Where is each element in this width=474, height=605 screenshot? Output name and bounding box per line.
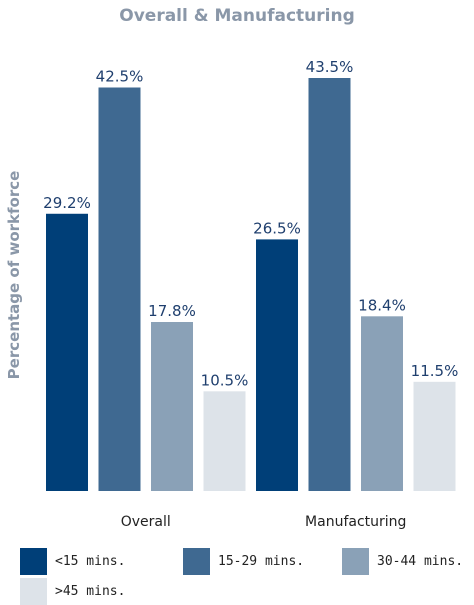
data-label-0-0: 29.2% xyxy=(43,194,91,212)
plot-area: 29.2% 42.5% 17.8% 10.5% Overall 26.5% 43.5% 18.… xyxy=(43,58,459,530)
chart-title: Overall & Manufacturing xyxy=(119,6,355,26)
bar-0-1 xyxy=(98,87,141,491)
data-label-1-3: 11.5% xyxy=(411,362,459,380)
bar-1-2 xyxy=(361,316,403,491)
legend-item-1: 15-29 mins. xyxy=(183,547,305,575)
data-label-1-1: 43.5% xyxy=(306,58,354,76)
x-tick-label-1: Manufacturing xyxy=(305,514,406,530)
legend-swatch-1 xyxy=(183,547,210,575)
bar-1-0 xyxy=(256,239,298,491)
legend-label-2: 30-44 mins. xyxy=(377,553,464,569)
legend-swatch-2 xyxy=(342,547,369,575)
legend-label-3: >45 mins. xyxy=(55,583,126,599)
x-tick-label-0: Overall xyxy=(121,514,171,530)
data-label-0-2: 17.8% xyxy=(148,302,196,320)
data-label-0-1: 42.5% xyxy=(96,67,144,85)
bar-1-3 xyxy=(413,381,456,491)
bar-0-2 xyxy=(151,322,193,491)
legend-label-1: 15-29 mins. xyxy=(218,553,305,569)
legend-item-2: 30-44 mins. xyxy=(342,547,464,575)
bar-0-0 xyxy=(46,213,88,491)
legend-label-0: <15 mins. xyxy=(55,553,126,569)
legend: <15 mins. 15-29 mins. 30-44 mins. >45 mins. xyxy=(20,547,474,605)
data-label-1-0: 26.5% xyxy=(253,219,301,237)
legend-item-3: >45 mins. xyxy=(20,577,126,605)
legend-item-0: <15 mins. xyxy=(20,547,126,575)
legend-swatch-3 xyxy=(20,577,47,605)
data-label-1-2: 18.4% xyxy=(358,296,406,314)
legend-swatch-0 xyxy=(20,547,47,575)
bar-1-1 xyxy=(308,78,351,491)
bar-0-3 xyxy=(203,391,246,491)
data-label-0-3: 10.5% xyxy=(201,371,249,389)
